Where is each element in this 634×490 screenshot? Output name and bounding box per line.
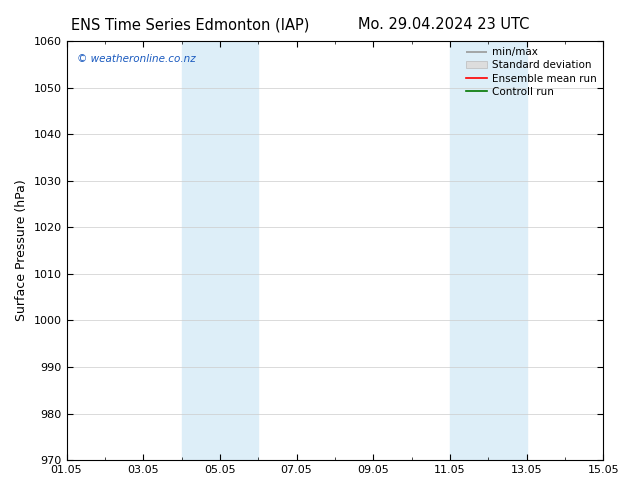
Text: Mo. 29.04.2024 23 UTC: Mo. 29.04.2024 23 UTC — [358, 17, 529, 32]
Text: © weatheronline.co.nz: © weatheronline.co.nz — [77, 53, 196, 64]
Legend: min/max, Standard deviation, Ensemble mean run, Controll run: min/max, Standard deviation, Ensemble me… — [462, 43, 601, 101]
Bar — [181, 41, 258, 460]
Bar — [450, 41, 526, 460]
Y-axis label: Surface Pressure (hPa): Surface Pressure (hPa) — [15, 180, 28, 321]
Text: ENS Time Series Edmonton (IAP): ENS Time Series Edmonton (IAP) — [71, 17, 309, 32]
